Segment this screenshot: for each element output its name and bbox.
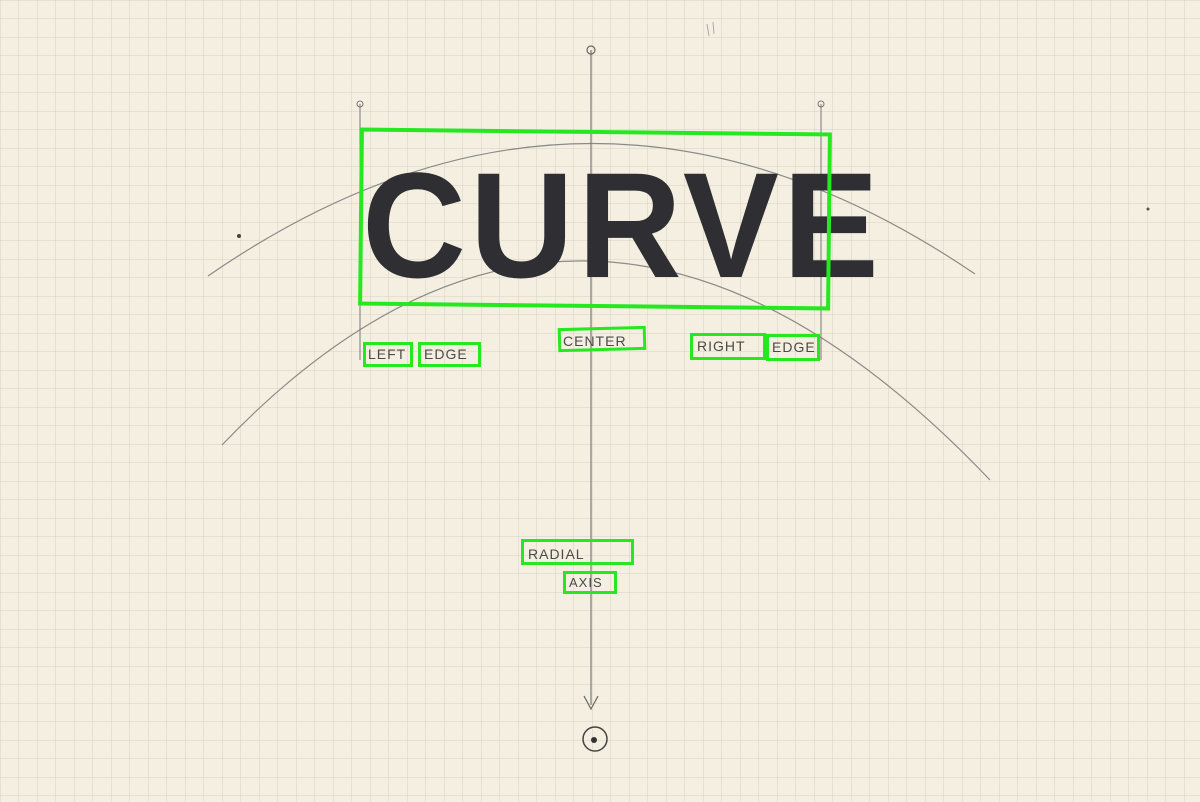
- left-label-word-2: EDGE: [424, 346, 468, 362]
- axis-label: AXIS: [569, 575, 603, 590]
- center-target-dot: [591, 737, 597, 743]
- stray-mark: [706, 21, 715, 37]
- radial-label-box: [521, 539, 634, 565]
- center-label: CENTER: [563, 333, 627, 349]
- center-pin: [586, 45, 596, 55]
- curve-highlight-box: [358, 127, 832, 311]
- arrow-head-icon: [583, 695, 599, 711]
- right-pin: [817, 100, 825, 108]
- axis-label-box: [563, 571, 617, 594]
- right-label-box-1: [690, 333, 766, 360]
- stray-mark: [237, 234, 241, 238]
- left-label-box-1: [363, 342, 413, 367]
- right-label-word-2: EDGE: [772, 339, 816, 355]
- stray-mark: [1146, 207, 1150, 211]
- left-pin: [356, 100, 364, 108]
- left-label-box-2: [418, 342, 481, 367]
- right-label-box-2: [766, 334, 820, 361]
- curve-lettering: CURVE: [362, 141, 883, 309]
- right-label-word-1: RIGHT: [697, 338, 746, 354]
- center-label-box: [557, 325, 647, 353]
- left-label-word-1: LEFT: [368, 346, 407, 362]
- center-target-icon: [582, 726, 608, 752]
- radial-label: RADIAL: [528, 546, 585, 562]
- inner-arc: [221, 260, 991, 481]
